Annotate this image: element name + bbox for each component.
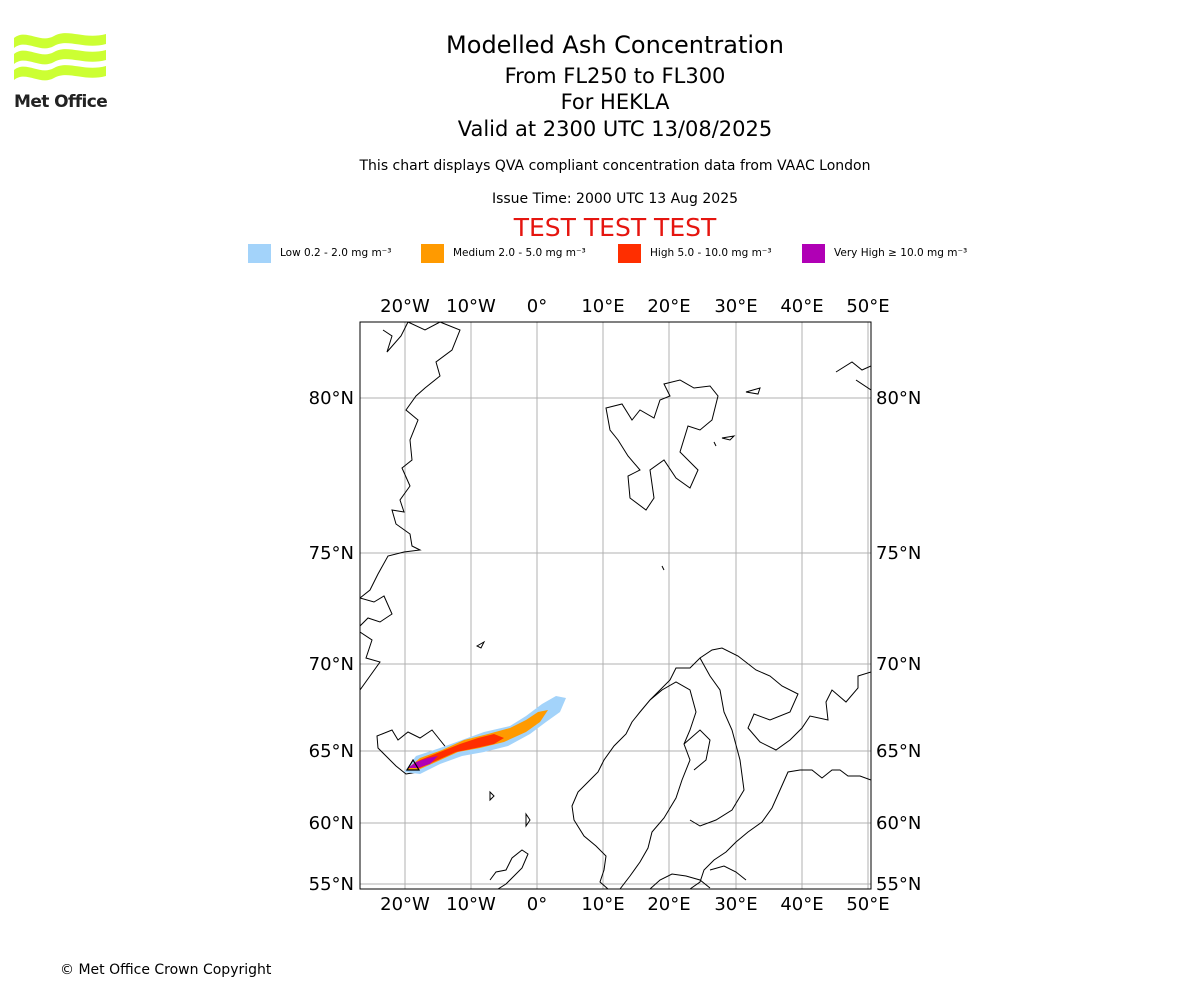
lon-tick-label: 0°	[527, 296, 547, 317]
subtitle: This chart displays QVA compliant concen…	[359, 158, 871, 174]
lat-tick-label: 65°N	[876, 741, 921, 762]
lon-tick-label: 10°E	[581, 894, 624, 915]
scandinavia-coast	[571, 647, 871, 889]
lon-tick-label: 20°E	[647, 296, 690, 317]
lat-tick-label: 80°N	[309, 388, 354, 409]
lat-tick-label: 70°N	[876, 654, 921, 675]
greenland-coast	[360, 322, 461, 691]
hekla-volcano-icon	[405, 758, 421, 771]
lon-tick-label: 10°W	[446, 296, 496, 317]
legend-swatch-low	[248, 244, 271, 263]
lon-tick-label: 50°E	[846, 894, 889, 915]
valid-time: Valid at 2300 UTC 13/08/2025	[457, 117, 773, 141]
lat-tick-label: 80°N	[876, 388, 921, 409]
lat-tick-label: 55°N	[309, 874, 354, 895]
met-office-waves-icon	[14, 33, 106, 81]
copyright-notice: © Met Office Crown Copyright	[60, 962, 272, 978]
legend-label-high: High 5.0 - 10.0 mg m⁻³	[650, 247, 772, 259]
test-banner: TEST TEST TEST	[513, 213, 717, 242]
lat-tick-label: 55°N	[876, 874, 921, 895]
lat-tick-label: 75°N	[309, 543, 354, 564]
lat-tick-label: 65°N	[309, 741, 354, 762]
met-office-logo-text: Met Office	[14, 92, 108, 112]
map-frame	[359, 321, 872, 890]
lat-ticks-left: 80°N 75°N 70°N 65°N 60°N 55°N	[309, 388, 354, 895]
lon-tick-label: 20°E	[647, 894, 690, 915]
issue-time: Issue Time: 2000 UTC 13 Aug 2025	[491, 191, 739, 207]
met-office-logo	[14, 30, 106, 112]
legend-label-very-high: Very High ≥ 10.0 mg m⁻³	[834, 247, 968, 259]
lon-tick-label: 10°W	[446, 894, 496, 915]
svalbard-coast	[605, 379, 719, 511]
lon-tick-label: 20°W	[380, 296, 430, 317]
lon-tick-label: 40°E	[780, 894, 823, 915]
legend-label-low: Low 0.2 - 2.0 mg m⁻³	[280, 247, 392, 259]
lat-tick-label: 75°N	[876, 543, 921, 564]
lon-tick-label: 20°W	[380, 894, 430, 915]
lat-tick-label: 70°N	[309, 654, 354, 675]
legend-swatch-very-high	[802, 244, 825, 263]
lon-ticks-top: 20°W 10°W 0° 10°E 20°E 30°E 40°E 50°E	[380, 296, 889, 317]
lat-tick-label: 60°N	[876, 813, 921, 834]
lat-ticks-right: 80°N 75°N 70°N 65°N 60°N 55°N	[876, 388, 921, 895]
lon-tick-label: 30°E	[714, 894, 757, 915]
coastlines	[360, 322, 871, 889]
map-gridlines	[360, 322, 871, 889]
lon-tick-label: 30°E	[714, 296, 757, 317]
legend-swatch-high	[618, 244, 641, 263]
lon-tick-label: 40°E	[780, 296, 823, 317]
legend-swatch-medium	[421, 244, 444, 263]
lat-tick-label: 60°N	[309, 813, 354, 834]
chart-title: Modelled Ash Concentration	[446, 31, 784, 59]
scotland-coast	[489, 849, 529, 889]
map-background	[360, 322, 871, 889]
volcano-name: For HEKLA	[560, 90, 670, 114]
flight-levels: From FL250 to FL300	[504, 64, 726, 88]
lon-tick-label: 50°E	[846, 296, 889, 317]
lon-tick-label: 0°	[527, 894, 547, 915]
lon-ticks-bottom: 20°W 10°W 0° 10°E 20°E 30°E 40°E 50°E	[380, 894, 889, 915]
lon-tick-label: 10°E	[581, 296, 624, 317]
legend-label-medium: Medium 2.0 - 5.0 mg m⁻³	[453, 247, 586, 259]
